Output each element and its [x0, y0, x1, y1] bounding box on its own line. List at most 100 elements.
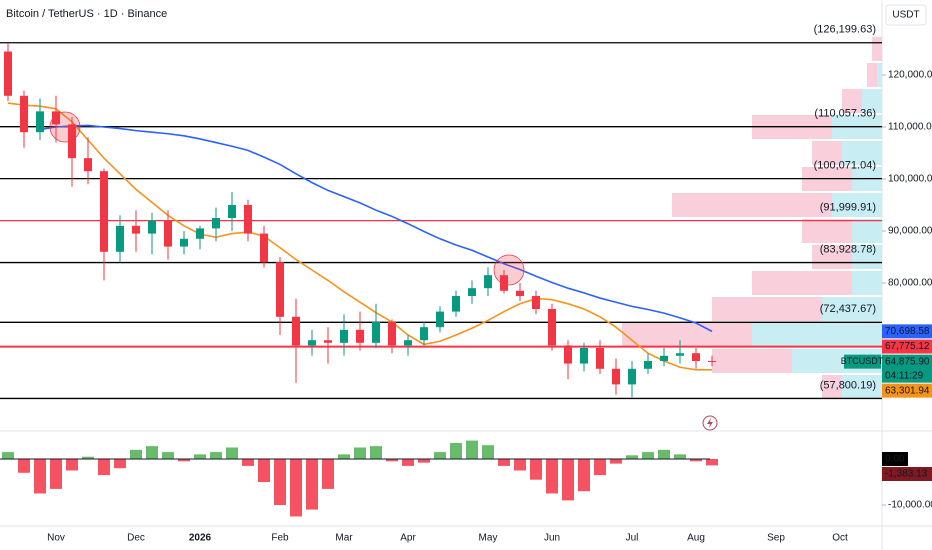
- candle-body: [148, 220, 156, 234]
- price-tag-label: 63,301.94: [885, 385, 930, 396]
- oscillator-bar: [162, 452, 174, 459]
- oscillator-bar: [114, 458, 126, 469]
- oscillator-bar: [338, 454, 350, 459]
- y-tick-label: 110,000.00: [888, 122, 932, 133]
- annotation-circle: [493, 254, 525, 286]
- candle-body: [580, 347, 588, 364]
- candle-body: [228, 204, 236, 218]
- candle-body: [612, 368, 620, 385]
- oscillator-bar: [706, 458, 718, 466]
- candle-body: [52, 111, 60, 125]
- x-tick-label: Jul: [626, 533, 639, 544]
- candle-body: [244, 204, 252, 234]
- oscillator-tag: [882, 466, 932, 481]
- oscillator-bar: [66, 458, 78, 471]
- moving-average: [7, 102, 713, 371]
- oscillator-tag-label: -1,383.13: [885, 469, 928, 480]
- candle-body: [356, 329, 364, 343]
- x-tick-label: Apr: [400, 533, 416, 544]
- profile-buy: [832, 192, 882, 217]
- oscillator-bar: [50, 458, 62, 489]
- profile-sell: [812, 140, 842, 165]
- profile-buy: [752, 322, 882, 347]
- event-icon[interactable]: [702, 415, 718, 431]
- profile-buy: [842, 374, 882, 399]
- chart-title: Bitcoin / TetherUS · 1D · Binance: [6, 8, 167, 20]
- oscillator-bar: [194, 454, 206, 459]
- candle-body: [628, 368, 636, 385]
- candle-body: [68, 124, 76, 159]
- price-tag: [882, 339, 932, 354]
- level-label: (83,928.78): [820, 243, 876, 255]
- zero-tag: [882, 451, 908, 466]
- y-tick-label: 90,000.00: [888, 226, 932, 237]
- oscillator-bar: [674, 454, 686, 459]
- candle-body: [196, 228, 204, 239]
- x-tick-label: Feb: [271, 533, 289, 544]
- candle-body: [180, 238, 188, 247]
- profile-buy: [822, 296, 882, 321]
- candle-body: [372, 321, 380, 343]
- y-tick-label: 120,000.00: [888, 70, 932, 81]
- oscillator-bar: [418, 458, 430, 463]
- event-icon-bolt: [707, 418, 713, 428]
- profile-buy: [852, 270, 882, 295]
- profile-sell: [867, 62, 877, 87]
- profile-sell: [622, 322, 752, 347]
- oscillator-bar: [498, 458, 510, 466]
- oscillator-bar: [434, 452, 446, 459]
- oscillator-bar: [18, 458, 30, 473]
- oscillator-bar: [626, 455, 638, 459]
- candle-body: [84, 158, 92, 172]
- candle-body: [116, 225, 124, 252]
- price-tag: [882, 383, 932, 398]
- oscillator-bar: [530, 458, 542, 480]
- profile-buy: [852, 218, 882, 243]
- candle-body: [324, 340, 332, 343]
- candle-body: [468, 288, 476, 296]
- profile-sell: [712, 348, 792, 373]
- level-label: (110,057.36): [814, 108, 876, 120]
- x-tick-label: Nov: [47, 533, 65, 544]
- oscillator-bar: [578, 458, 590, 492]
- oscillator-pane: [0, 440, 718, 517]
- profile-sell: [802, 218, 852, 243]
- oscillator-bar: [482, 445, 494, 459]
- candle-body: [20, 95, 28, 133]
- candle-body: [532, 295, 540, 309]
- candle-body: [708, 360, 716, 362]
- oscillator-bar: [98, 458, 110, 476]
- level-label: (72,437.67): [820, 303, 876, 315]
- oscillator-bar: [178, 458, 190, 462]
- oscillator-bar: [450, 442, 462, 459]
- candle-body: [660, 355, 668, 361]
- profile-sell: [822, 374, 842, 399]
- y-tick-label: 0.00: [885, 454, 905, 465]
- oscillator-bar: [546, 458, 558, 494]
- profile-sell: [872, 36, 882, 61]
- candle-body: [260, 233, 268, 263]
- price-tag: [882, 324, 932, 339]
- profile-sell: [672, 192, 832, 217]
- volume-profile: [622, 36, 882, 399]
- symbol-tag: [844, 354, 881, 369]
- candle-body: [564, 345, 572, 364]
- candle-body: [500, 275, 508, 291]
- oscillator-bar: [354, 447, 366, 459]
- oscillator-bar: [322, 458, 334, 489]
- candle-body: [404, 340, 412, 346]
- profile-sell: [812, 244, 852, 269]
- candle-body: [276, 262, 284, 317]
- candle-body: [420, 327, 428, 341]
- price-tag-label: 67,775.12: [885, 341, 930, 352]
- x-tick-label: Sep: [767, 533, 785, 544]
- level-label: (100,071.04): [814, 160, 876, 172]
- oscillator-bar: [402, 458, 414, 466]
- oscillator-bar: [34, 458, 46, 494]
- oscillator-bar: [210, 452, 222, 459]
- x-tick-label: May: [479, 533, 498, 544]
- unit-button[interactable]: [885, 4, 927, 26]
- candle-body: [644, 360, 652, 369]
